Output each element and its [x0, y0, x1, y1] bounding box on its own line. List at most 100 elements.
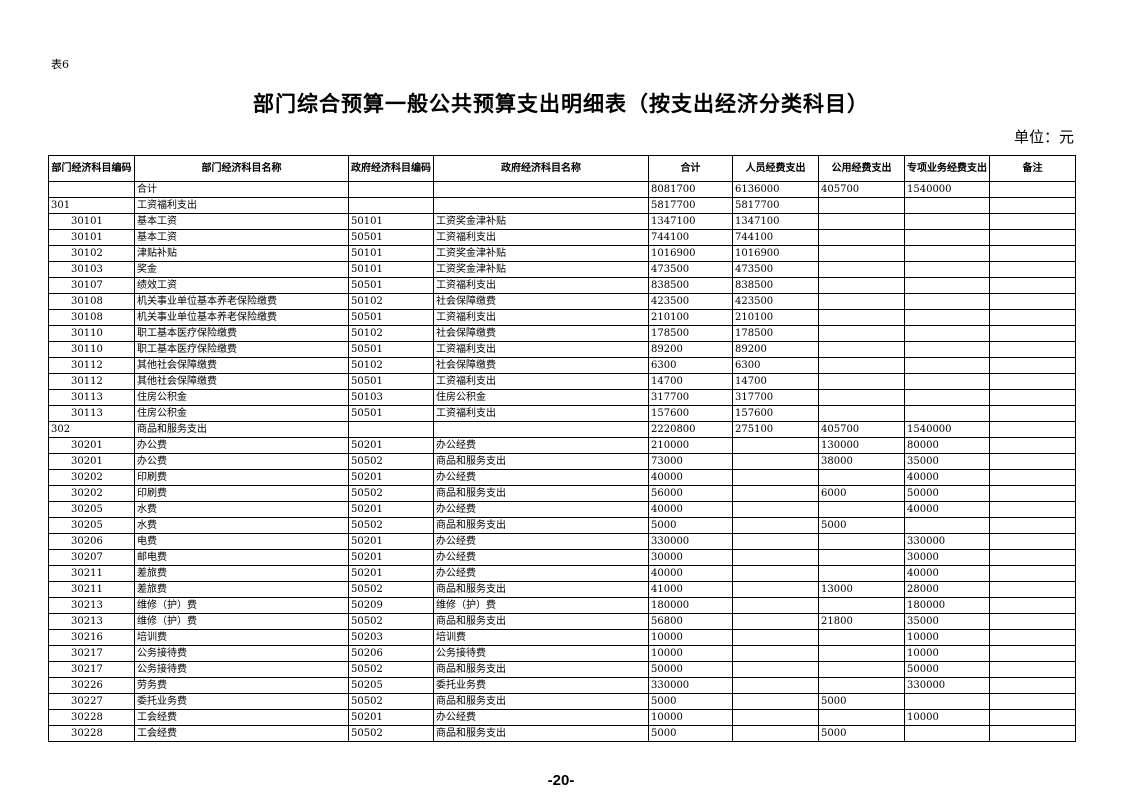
table-cell: 30102: [48, 245, 135, 262]
table-cell: 30113: [48, 389, 135, 406]
table-row: 30226 劳务费 50205 委托业务费 330000 330000: [48, 677, 1076, 694]
table-cell: [989, 549, 1076, 566]
table-cell: 50502: [348, 613, 434, 630]
table-cell: 14700: [732, 373, 819, 390]
table-cell: [732, 517, 819, 534]
table-cell: [732, 581, 819, 598]
table-cell: 商品和服务支出: [134, 421, 349, 438]
table-cell: 50206: [348, 645, 434, 662]
table-row: 30101 基本工资 50501 工资福利支出 744100 744100: [48, 229, 1076, 246]
table-cell: 13000: [818, 581, 905, 598]
table-cell: 5000: [818, 517, 905, 534]
table-cell: [818, 325, 905, 342]
column-header: 政府经济科目名称: [433, 155, 649, 182]
table-cell: 工资福利支出: [433, 309, 649, 326]
table-cell: [818, 293, 905, 310]
table-cell: 50502: [348, 453, 434, 470]
table-cell: 405700: [818, 421, 905, 438]
table-cell: 印刷费: [134, 485, 349, 502]
table-cell: 30226: [48, 677, 135, 694]
table-cell: [732, 501, 819, 518]
table-cell: 1347100: [648, 213, 733, 230]
table-cell: [818, 197, 905, 214]
table-row: 30202 印刷费 50502 商品和服务支出 56000 6000 50000: [48, 485, 1076, 502]
table-cell: 30108: [48, 309, 135, 326]
table-cell: 1540000: [904, 181, 990, 198]
table-cell: 30213: [48, 613, 135, 630]
table-cell: 30205: [48, 501, 135, 518]
table-row: 30101 基本工资 50101 工资奖金津补贴 1347100 1347100: [48, 213, 1076, 230]
table-cell: [818, 229, 905, 246]
table-cell: [989, 245, 1076, 262]
table-cell: [989, 485, 1076, 502]
table-cell: 50501: [348, 277, 434, 294]
table-cell: 50101: [348, 213, 434, 230]
table-cell: [989, 309, 1076, 326]
table-cell: [818, 709, 905, 726]
table-cell: 275100: [732, 421, 819, 438]
table-cell: [732, 549, 819, 566]
table-cell: 机关事业单位基本养老保险缴费: [134, 309, 349, 326]
table-cell: 30228: [48, 709, 135, 726]
table-cell: 50501: [348, 309, 434, 326]
table-cell: [904, 389, 990, 406]
table-cell: 317700: [732, 389, 819, 406]
table-cell: 30201: [48, 453, 135, 470]
table-cell: [989, 229, 1076, 246]
table-cell: 50501: [348, 405, 434, 422]
table-row: 30201 办公费 50502 商品和服务支出 73000 38000 35000: [48, 453, 1076, 470]
table-cell: 10000: [648, 709, 733, 726]
table-cell: [989, 693, 1076, 710]
table-row: 30107 绩效工资 50501 工资福利支出 838500 838500: [48, 277, 1076, 294]
table-cell: 50102: [348, 293, 434, 310]
table-row: 30216 培训费 50203 培训费 10000 10000: [48, 629, 1076, 646]
table-cell: 56000: [648, 485, 733, 502]
table-cell: [818, 629, 905, 646]
table-row: 30207 邮电费 50201 办公经费 30000 30000: [48, 549, 1076, 566]
table-cell: 423500: [732, 293, 819, 310]
table-cell: 工资福利支出: [433, 341, 649, 358]
table-cell: 40000: [648, 501, 733, 518]
table-row: 30228 工会经费 50201 办公经费 10000 10000: [48, 709, 1076, 726]
table-cell: [818, 549, 905, 566]
table-cell: 奖金: [134, 261, 349, 278]
table-cell: 5000: [648, 693, 733, 710]
table-cell: 330000: [904, 677, 990, 694]
table-cell: 商品和服务支出: [433, 661, 649, 678]
table-cell: [348, 181, 434, 198]
table-cell: [904, 245, 990, 262]
table-cell: 30213: [48, 597, 135, 614]
table-cell: [48, 181, 135, 198]
table-cell: 50501: [348, 373, 434, 390]
table-cell: 50101: [348, 245, 434, 262]
table-cell: [989, 597, 1076, 614]
table-cell: 劳务费: [134, 677, 349, 694]
table-cell: 社会保障缴费: [433, 293, 649, 310]
table-cell: 838500: [732, 277, 819, 294]
table-cell: 210100: [648, 309, 733, 326]
table-cell: 办公经费: [433, 533, 649, 550]
table-cell: 89200: [732, 341, 819, 358]
table-cell: 838500: [648, 277, 733, 294]
table-cell: 商品和服务支出: [433, 517, 649, 534]
table-cell: [989, 613, 1076, 630]
table-cell: 商品和服务支出: [433, 693, 649, 710]
table-cell: 电费: [134, 533, 349, 550]
table-cell: [732, 453, 819, 470]
table-cell: [904, 405, 990, 422]
table-cell: 330000: [904, 533, 990, 550]
table-cell: 50502: [348, 517, 434, 534]
table-cell: 住房公积金: [134, 389, 349, 406]
table-cell: 10000: [648, 645, 733, 662]
table-cell: [989, 325, 1076, 342]
table-cell: 工资奖金津补贴: [433, 213, 649, 230]
table-cell: 2220800: [648, 421, 733, 438]
table-cell: 办公经费: [433, 469, 649, 486]
table-cell: 50205: [348, 677, 434, 694]
table-cell: 30107: [48, 277, 135, 294]
table-cell: [989, 421, 1076, 438]
table-cell: 1016900: [732, 245, 819, 262]
table-cell: [989, 293, 1076, 310]
table-row: 30112 其他社会保障缴费 50501 工资福利支出 14700 14700: [48, 373, 1076, 390]
table-cell: [433, 421, 649, 438]
